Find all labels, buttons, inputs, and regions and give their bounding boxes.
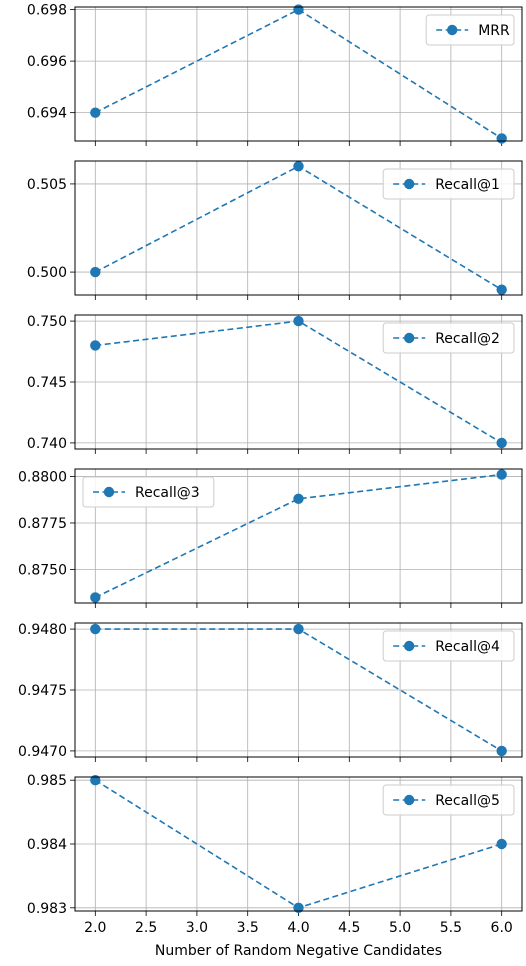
x-tick-label: 4.0	[287, 920, 309, 936]
data-point	[496, 745, 507, 757]
legend-label: Recall@4	[435, 639, 500, 655]
legend: Recall@3	[82, 476, 215, 508]
legend-label: Recall@2	[435, 331, 500, 347]
subplot-4: 0.8750 0.8775 0.8800 Recall@3	[18, 468, 523, 608]
subplot-1: 0.694 0.696 0.698 MRR	[27, 3, 523, 146]
x-tick-label: 6.0	[491, 920, 513, 936]
y-tick-label: 0.500	[27, 265, 67, 281]
y-tick-label: 0.983	[27, 901, 67, 917]
y-tick-label: 0.694	[27, 106, 67, 122]
data-point	[90, 592, 101, 603]
legend-box	[382, 630, 515, 662]
legend: Recall@4	[382, 630, 515, 662]
data-point	[90, 266, 101, 278]
data-point	[293, 902, 304, 914]
y-tick-label: 0.9480	[18, 622, 67, 638]
axes-frame	[74, 6, 523, 142]
data-point	[496, 469, 507, 480]
data-point	[496, 133, 507, 144]
data-point	[90, 340, 101, 351]
y-tick-label: 0.505	[27, 177, 67, 193]
data-point	[293, 493, 304, 504]
subplot-5: 0.9470 0.9475 0.9480 Recall@4	[18, 622, 523, 762]
axes-frame	[74, 160, 523, 296]
legend-label: Recall@1	[435, 177, 500, 193]
legend: MRR	[425, 14, 515, 46]
data-point	[496, 838, 507, 850]
legend-marker	[103, 486, 115, 498]
x-tick-label: 5.0	[389, 920, 411, 936]
data-point	[90, 107, 101, 118]
y-tick-label: 0.8750	[18, 563, 67, 579]
axes-frame	[74, 314, 523, 450]
legend-marker	[404, 794, 415, 806]
data-point	[496, 284, 507, 295]
y-tick-label: 0.745	[27, 375, 67, 391]
x-tick-label: 2.5	[135, 920, 157, 936]
subplot-6: 2.0 2.5 3.0 3.5 4.0 4.5 5.0 5.5 6.0 0.983 0.984 0.9…	[27, 773, 523, 936]
axes-frame	[74, 622, 523, 758]
y-tick-label: 0.8800	[18, 469, 67, 485]
y-tick-label: 0.9470	[18, 744, 67, 760]
legend-box	[82, 476, 215, 508]
legend-box	[382, 322, 515, 354]
data-point	[293, 161, 304, 172]
legend-box	[382, 168, 515, 200]
legend-label: Recall@3	[135, 485, 200, 501]
x-tick-label: 2.0	[84, 920, 106, 936]
data-point	[90, 623, 101, 635]
axes-frame	[74, 468, 523, 604]
subplot-3: 0.740 0.745 0.750 Recall@2	[27, 314, 523, 454]
y-tick-label: 0.696	[27, 54, 67, 70]
x-tick-label: 5.5	[440, 920, 462, 936]
legend-label: Recall@5	[435, 793, 500, 809]
legend: Recall@2	[382, 322, 515, 354]
data-point	[293, 4, 304, 15]
legend-box	[382, 784, 515, 816]
legend-marker	[404, 640, 415, 652]
x-tick-label: 3.5	[237, 920, 259, 936]
y-tick-label: 0.698	[27, 3, 67, 19]
y-tick-label: 0.8775	[18, 516, 67, 532]
data-point	[293, 315, 304, 327]
legend-box	[425, 14, 515, 46]
data-point	[496, 437, 507, 449]
legend-marker	[447, 24, 458, 36]
x-tick-label: 4.5	[338, 920, 360, 936]
axes-frame	[74, 776, 523, 912]
y-tick-label: 0.9475	[18, 683, 67, 699]
legend: Recall@1	[382, 168, 515, 200]
y-tick-label: 0.985	[27, 773, 67, 789]
legend-marker	[404, 178, 415, 190]
legend-marker	[404, 332, 415, 344]
data-point	[293, 623, 304, 635]
data-point	[90, 774, 101, 786]
legend: Recall@5	[382, 784, 515, 816]
subplot-2: 0.500 0.505 Recall@1	[27, 160, 523, 300]
legend-label: MRR	[478, 23, 510, 39]
series-line	[94, 473, 502, 599]
y-tick-label: 0.750	[27, 314, 67, 330]
x-tick-label: 3.0	[186, 920, 208, 936]
y-tick-label: 0.740	[27, 436, 67, 452]
y-tick-label: 0.984	[27, 837, 67, 853]
x-axis-label: Number of Random Negative Candidates	[155, 943, 442, 959]
